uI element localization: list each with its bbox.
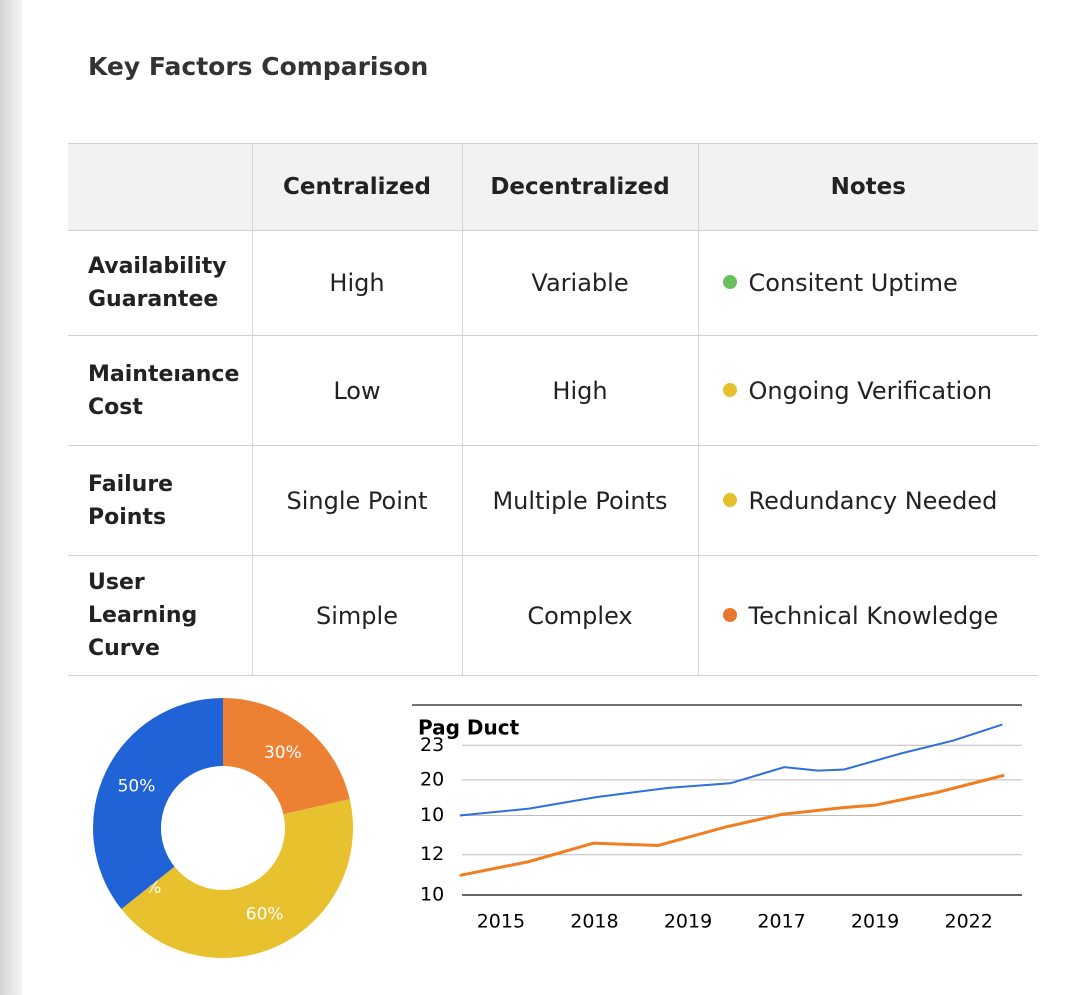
x-tick-label: 2022 [944, 911, 992, 933]
note-cell: Technical Knowledge [698, 555, 1038, 676]
cell: High [462, 335, 699, 446]
header-row: Centralized Decentralized Notes [68, 143, 1038, 231]
y-tick-label: 10 [420, 884, 444, 906]
table-row: User Learning Curve Simple Complex Technica… [68, 555, 1038, 676]
note-text: Redundancy Needed [748, 486, 998, 515]
cell: Low [252, 335, 463, 446]
note-text: Technical Knowledge [748, 601, 999, 630]
segment-label: 30% [264, 743, 302, 763]
status-dot [722, 492, 737, 507]
cell: Complex [462, 555, 699, 676]
note-cell: Consitent Uptime [698, 230, 1038, 336]
line-series [459, 773, 1005, 877]
donut-segment [92, 698, 224, 910]
header-cell: Centralized [252, 143, 463, 231]
status-dot [722, 382, 737, 397]
y-tick-label: 23 [420, 734, 444, 756]
note-text: Consitent Uptime [748, 269, 958, 297]
line-series [459, 723, 1003, 817]
comparison-table: Centralized Decentralized Notes Availabilit… [68, 143, 1038, 676]
row-label: Availability Guarantee [68, 230, 253, 336]
note-cell: Redundancy Needed [698, 445, 1038, 556]
header-cell [68, 143, 253, 231]
x-tick-label: 2017 [757, 911, 805, 933]
page-title: Key Factors Comparison [88, 52, 429, 81]
header-cell: Notes [698, 143, 1038, 231]
cell: Multiple Points [462, 445, 699, 556]
donut-segment [121, 799, 353, 959]
note-text: Ongoing Verification [748, 376, 993, 405]
cell: Variable [462, 230, 699, 336]
chart-title: Pag Duct [418, 716, 520, 740]
segment-label: 60% [246, 904, 284, 924]
status-dot [722, 275, 737, 289]
note-cell: Ongoing Verification [698, 335, 1038, 446]
x-tick-label: 2018 [570, 911, 618, 933]
x-tick-label: 2019 [851, 911, 899, 933]
cell: Simple [252, 555, 463, 676]
status-dot [722, 607, 737, 622]
cell: High [252, 230, 463, 336]
row-label: Failure Points [68, 445, 253, 556]
segment-label: 50% [118, 776, 156, 796]
row-label: User Learning Curve [68, 555, 253, 676]
table-row: Failure Points Single Point Multiple Point… [68, 445, 1038, 556]
y-tick-label: 10 [420, 804, 444, 826]
side-bar [0, 0, 22, 995]
y-tick-label: 12 [420, 843, 444, 865]
x-tick-label: 2015 [477, 911, 525, 933]
x-tick-label: 2019 [664, 911, 712, 933]
table-row: Availability Guarantee High Variable Consit… [68, 230, 1038, 336]
y-tick-label: 20 [420, 768, 444, 790]
header-cell: Decentralized [462, 143, 699, 231]
donut-segment [223, 698, 350, 815]
cell: Single Point [252, 445, 463, 556]
